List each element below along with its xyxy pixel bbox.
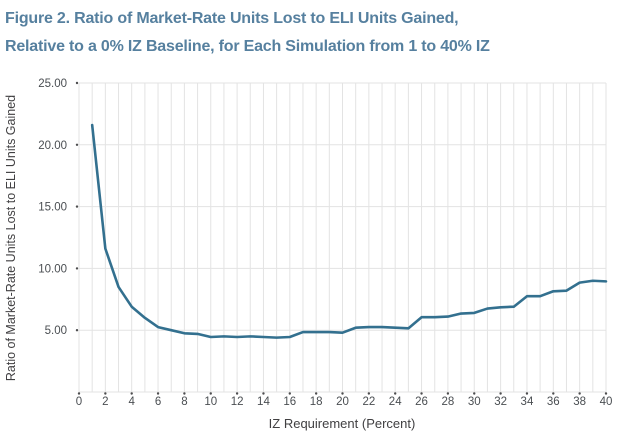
figure-title-line2: Relative to a 0% IZ Baseline, for Each S… <box>5 38 490 55</box>
x-tick-mark <box>314 392 318 395</box>
x-tick-label: 12 <box>231 396 244 408</box>
ratio-data-line <box>90 123 608 339</box>
y-axis-label: Ratio of Market-Rate Units Lost to ELI U… <box>4 95 18 381</box>
y-tick-mark <box>75 143 79 146</box>
x-tick-label: 28 <box>442 396 455 408</box>
y-tick-mark <box>75 267 79 270</box>
tick-marks <box>75 81 608 395</box>
y-tick-mark <box>75 329 79 332</box>
y-tick-label: 15.00 <box>38 202 67 214</box>
x-tick-mark <box>394 392 397 395</box>
x-tick-label: 38 <box>573 396 586 408</box>
x-axis-label: IZ Requirement (Percent) <box>269 416 416 431</box>
y-tick-label: 5.00 <box>45 325 67 337</box>
data-series <box>90 123 608 339</box>
x-tick-label: 30 <box>468 396 481 408</box>
x-tick-mark <box>156 392 160 395</box>
x-tick-label: 36 <box>547 396 560 408</box>
x-tick-mark <box>209 392 212 395</box>
x-tick-mark <box>104 392 107 395</box>
x-tick-label: 14 <box>257 396 270 408</box>
x-tick-mark <box>341 392 344 395</box>
x-tick-label: 0 <box>76 396 82 408</box>
x-tick-label: 32 <box>494 396 507 408</box>
x-tick-label: 26 <box>415 396 428 408</box>
x-tick-mark <box>604 392 608 395</box>
x-tick-mark <box>367 392 371 395</box>
x-tick-mark <box>235 392 239 395</box>
figure-title: Figure 2. Ratio of Market-Rate Units Los… <box>5 5 633 61</box>
x-tick-label: 18 <box>310 396 323 408</box>
x-tick-mark <box>446 392 450 395</box>
figure-title-line1: Figure 2. Ratio of Market-Rate Units Los… <box>5 10 459 27</box>
y-tick-mark <box>75 81 79 85</box>
x-tick-label: 4 <box>128 396 135 408</box>
x-tick-label: 16 <box>283 396 296 408</box>
x-tick-mark <box>578 392 581 395</box>
x-tick-label: 34 <box>521 396 534 408</box>
x-tick-mark <box>77 392 81 395</box>
x-tick-label: 6 <box>155 396 161 408</box>
tick-labels: 0 2 4 6 8 10 12 14 16 18 20 22 24 26 28 30 32 34 36 38 405.0… <box>38 78 612 408</box>
x-tick-mark <box>473 392 476 395</box>
x-tick-mark <box>183 392 186 395</box>
x-tick-label: 24 <box>389 396 402 408</box>
x-tick-mark <box>262 392 265 395</box>
x-tick-label: 20 <box>336 396 349 408</box>
x-tick-mark <box>499 392 502 395</box>
x-tick-mark <box>130 392 133 395</box>
x-tick-label: 2 <box>102 396 108 408</box>
y-tick-label: 20.00 <box>38 140 67 152</box>
x-tick-mark <box>525 392 529 395</box>
x-tick-label: 40 <box>600 396 613 408</box>
y-tick-label: 25.00 <box>38 78 67 90</box>
x-tick-label: 22 <box>362 396 375 408</box>
x-tick-mark <box>288 392 291 395</box>
x-tick-mark <box>420 392 423 395</box>
x-tick-mark <box>552 392 555 395</box>
y-tick-label: 10.00 <box>38 263 67 275</box>
gridlines <box>78 82 607 393</box>
y-tick-mark <box>75 205 79 208</box>
x-tick-label: 10 <box>204 396 217 408</box>
x-tick-label: 8 <box>181 396 187 408</box>
